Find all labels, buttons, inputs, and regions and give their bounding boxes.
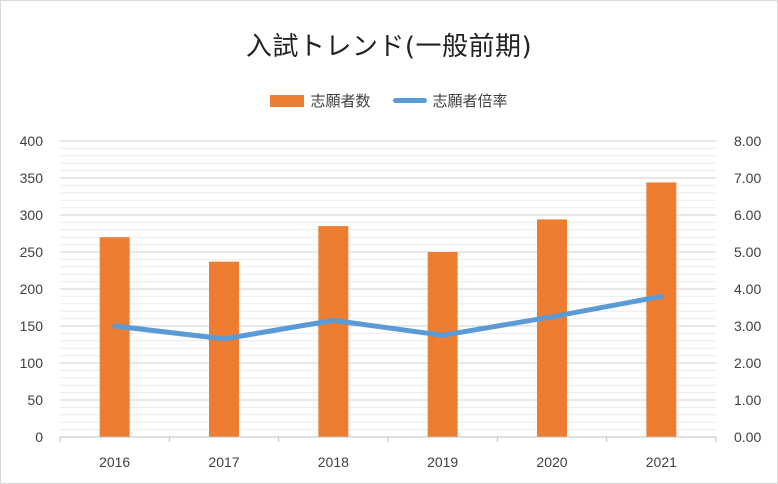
bar-2017 [209, 261, 239, 437]
y-right-tick-label: 2.00 [734, 355, 761, 371]
line-series-ratio [112, 293, 664, 342]
bar-2018 [318, 226, 349, 437]
legend-swatch-applicants [270, 94, 305, 107]
legend-item-ratio: 志願者倍率 [392, 90, 508, 111]
chart-title: 入試トレンド(一般前期) [245, 32, 533, 62]
y-left-tick-label: 100 [20, 355, 44, 371]
x-tick-label-2018: 2018 [318, 454, 349, 470]
x-tick-label-2021: 2021 [646, 454, 677, 470]
bar-2020 [537, 219, 567, 437]
y-left-tick-label: 400 [20, 133, 44, 149]
x-tick-label-2017: 2017 [208, 454, 239, 470]
y-left-tick-label: 250 [20, 244, 44, 260]
x-tick-label-2019: 2019 [427, 454, 458, 470]
y-right-tick-label: 1.00 [734, 392, 761, 408]
y-left-tick-label: 0 [35, 429, 43, 445]
legend-label-ratio: 志願者倍率 [432, 92, 508, 110]
y-right-tick-label: 0.00 [734, 429, 761, 445]
y-right-tick-label: 8.00 [734, 133, 761, 149]
y-right-tick-label: 4.00 [734, 281, 761, 297]
bar-2019 [427, 252, 458, 437]
x-tick-label-2020: 2020 [536, 454, 567, 470]
y-left-tick-label: 50 [27, 392, 43, 408]
bar-2021 [646, 182, 677, 437]
legend-item-applicants: 志願者数 [270, 90, 371, 111]
y-left-tick-label: 200 [20, 281, 44, 297]
y-left-tick-label: 150 [20, 318, 44, 334]
y-right-tick-label: 5.00 [734, 244, 761, 260]
legend: 志願者数 志願者倍率 [0, 90, 778, 111]
y-right-tick-label: 7.00 [734, 170, 761, 186]
bar-2016 [99, 237, 130, 437]
legend-swatch-ratio [392, 98, 427, 103]
legend-label-applicants: 志願者数 [310, 92, 371, 110]
y-left-tick-label: 300 [20, 207, 44, 223]
y-right-tick-label: 3.00 [734, 318, 761, 334]
y-right-tick-label: 6.00 [734, 207, 761, 223]
y-left-tick-label: 350 [20, 170, 44, 186]
x-tick-label-2016: 2016 [99, 454, 130, 470]
